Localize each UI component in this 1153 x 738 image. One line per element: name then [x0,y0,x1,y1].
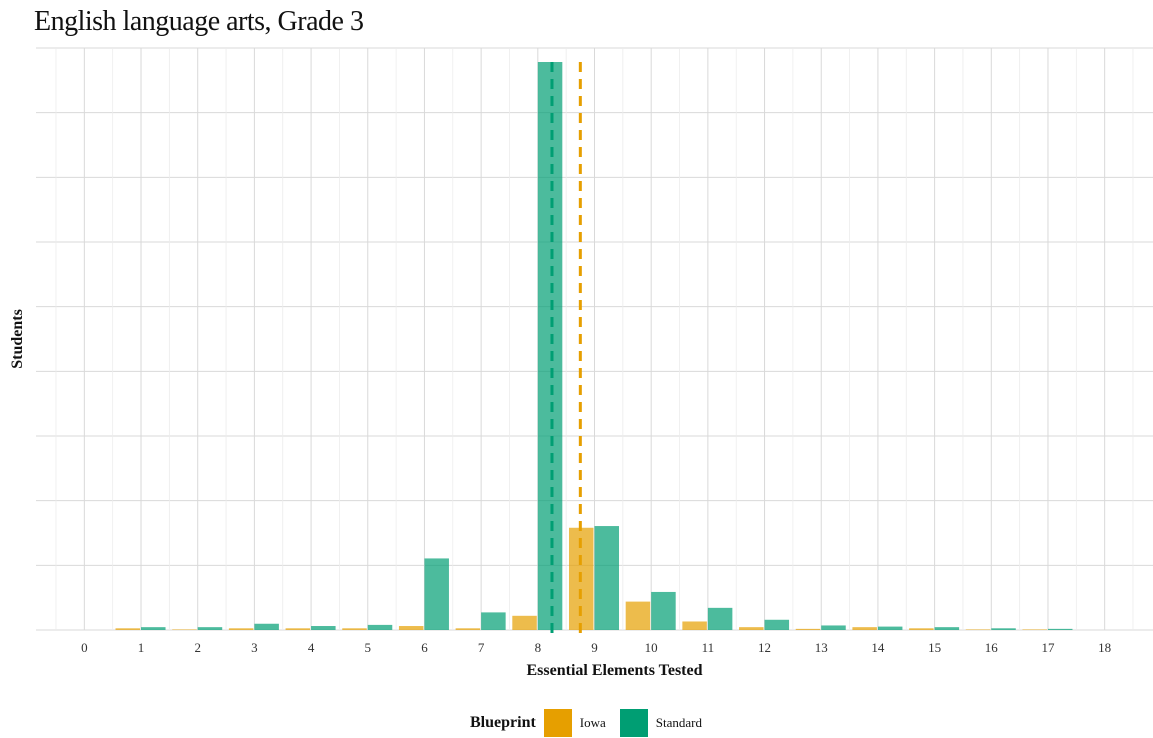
x-tick-label: 15 [928,640,941,655]
bar-iowa-15 [909,628,934,630]
bar-iowa-8 [512,615,537,630]
legend-key-standard [619,709,648,737]
bar-standard-9 [594,526,620,630]
bar-standard-4 [311,626,336,630]
x-tick-label: 11 [702,640,715,655]
x-tick-label: 2 [194,640,201,655]
bar-standard-12 [764,619,790,630]
bar-standard-13 [821,625,846,630]
x-tick-label: 1 [138,640,145,655]
bar-iowa-4 [285,628,311,630]
x-tick-label: 14 [871,640,885,655]
bar-iowa-5 [342,628,367,630]
bar-standard-14 [877,626,903,630]
x-tick-label: 16 [985,640,999,655]
bar-iowa-12 [739,627,764,630]
bar-iowa-7 [455,628,481,630]
bar-standard-2 [197,627,223,630]
bar-iowa-16 [965,629,991,630]
x-tick-label: 6 [421,640,428,655]
legend-label-iowa: Iowa [579,715,606,730]
bar-standard-8 [537,62,563,630]
x-tick-label: 4 [308,640,315,655]
x-tick-label: 18 [1098,640,1111,655]
chart-title: English language arts, Grade 3 [34,6,364,37]
bar-standard-17 [1047,628,1073,630]
bar-iowa-3 [228,628,254,630]
bar-iowa-1 [115,628,141,630]
x-tick-label: 7 [478,640,485,655]
x-tick-label: 5 [365,640,372,655]
x-tick-label: 10 [645,640,658,655]
bar-standard-10 [651,591,676,630]
bar-standard-3 [254,623,279,630]
legend-label-standard: Standard [655,715,703,730]
bar-iowa-2 [172,629,197,630]
bar-iowa-10 [625,601,651,630]
bar-standard-1 [141,627,166,630]
bar-iowa-17 [1022,629,1047,630]
x-tick-label: 0 [81,640,88,655]
bar-iowa-14 [852,627,877,630]
bar-standard-7 [481,612,506,630]
x-tick-label: 3 [251,640,258,655]
bar-iowa-11 [682,621,707,630]
bar-standard-6 [424,558,449,630]
x-tick-label: 8 [535,640,542,655]
x-tick-label: 13 [815,640,828,655]
bar-standard-11 [707,607,733,630]
bar-standard-16 [991,628,1016,630]
x-tick-label: 12 [758,640,771,655]
x-axis-label: Essential Elements Tested [526,662,702,679]
bar-iowa-13 [795,628,821,630]
bar-standard-5 [367,624,393,630]
legend: Blueprint Iowa Standard [470,708,716,738]
bar-standard-15 [934,627,960,630]
legend-title: Blueprint [470,714,536,731]
x-tick-label: 9 [591,640,598,655]
bar-iowa-6 [398,626,424,630]
legend-key-iowa [543,709,572,737]
y-axis-label: Students [9,309,26,369]
x-tick-label: 17 [1041,640,1055,655]
